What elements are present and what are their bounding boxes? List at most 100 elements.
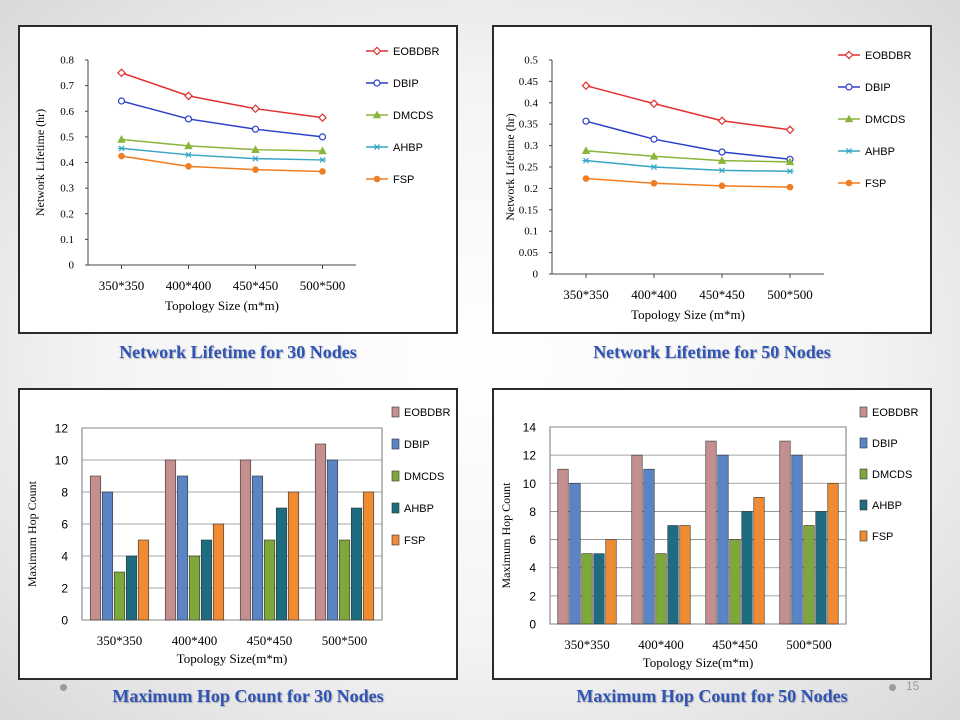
slide-bullet-left bbox=[60, 684, 67, 691]
data-point-dmcds bbox=[581, 146, 591, 155]
bar-ahbp bbox=[815, 511, 827, 625]
legend-label-eobdbr: EOBDBR bbox=[393, 46, 440, 58]
bar-dbip bbox=[326, 459, 339, 621]
bar-fsp bbox=[212, 523, 225, 621]
legend-swatch-fsp bbox=[391, 534, 400, 546]
legend-label-eobdbr: EOBDBR bbox=[865, 50, 912, 62]
caption-lifetime-50: Network Lifetime for 50 Nodes bbox=[593, 342, 831, 362]
bar-dmcds bbox=[188, 555, 201, 621]
legend-label-dbip: DBIP bbox=[404, 439, 430, 451]
bar-ahbp bbox=[741, 511, 753, 625]
series-line-dmcds bbox=[585, 149, 791, 163]
data-point-eobdbr bbox=[581, 81, 591, 91]
x-tick-label: 350*350 bbox=[563, 287, 609, 302]
y-tick-label: 4 bbox=[529, 561, 536, 575]
legend-label-ahbp: AHBP bbox=[872, 500, 902, 512]
x-tick-label: 400*400 bbox=[631, 287, 677, 302]
data-point-eobdbr bbox=[117, 68, 126, 78]
bar-fsp bbox=[605, 539, 617, 625]
y-tick-label: 10 bbox=[55, 454, 69, 468]
x-tick-label: 350*350 bbox=[99, 278, 145, 293]
slide-bullet-right bbox=[889, 684, 896, 691]
bar-eobdbr bbox=[314, 443, 327, 621]
bar-eobdbr bbox=[89, 475, 102, 621]
series-line-dmcds bbox=[121, 138, 323, 152]
x-axis-label: Topology Size (m*m) bbox=[165, 298, 279, 313]
bar-ahbp bbox=[200, 539, 213, 621]
slide-number: 15 bbox=[906, 679, 920, 693]
y-tick-label: 14 bbox=[523, 421, 537, 435]
chart-panel-lifetime-30: 0 0.1 0.2 0.3 0.4 0.5 0.6 0.7 0.8 350*350 400*400 4… bbox=[18, 25, 458, 334]
bar-fsp bbox=[287, 491, 300, 621]
x-axis-label: Topology Size(m*m) bbox=[177, 651, 288, 666]
bar-dmcds bbox=[655, 553, 667, 625]
legend-marker-eobdbr bbox=[372, 46, 382, 56]
bar-dbip bbox=[176, 475, 189, 621]
legend-marker-fsp bbox=[373, 175, 381, 183]
legend-marker-fsp bbox=[845, 179, 853, 187]
caption-lifetime-30: Network Lifetime for 30 Nodes bbox=[119, 342, 357, 362]
y-tick-label: 0.4 bbox=[60, 157, 74, 169]
data-point-dbip bbox=[582, 117, 590, 125]
bar-eobdbr bbox=[557, 468, 569, 625]
caption-hopcount-30: Maximum Hop Count for 30 Nodes bbox=[112, 686, 384, 706]
data-point-dmcds bbox=[117, 135, 126, 143]
y-tick-label: 0.05 bbox=[519, 247, 539, 259]
legend-swatch-eobdbr bbox=[391, 406, 400, 418]
bar-eobdbr bbox=[705, 440, 717, 625]
y-tick-label: 0.15 bbox=[519, 204, 539, 216]
bar-fsp bbox=[679, 525, 691, 625]
y-tick-label: 0 bbox=[533, 269, 539, 281]
data-point-dmcds bbox=[785, 157, 795, 166]
data-point-dmcds bbox=[649, 151, 659, 160]
bar-fsp bbox=[753, 497, 765, 625]
legend-label-dmcds: DMCDS bbox=[393, 110, 433, 122]
legend-swatch-dbip bbox=[859, 437, 868, 449]
bar-dmcds bbox=[803, 525, 815, 625]
legend-swatch-dmcds bbox=[859, 468, 868, 480]
legend-marker-dmcds bbox=[844, 114, 854, 123]
y-tick-label: 0.2 bbox=[524, 183, 538, 195]
legend-label-dmcds: DMCDS bbox=[865, 114, 905, 126]
y-tick-label: 0 bbox=[61, 614, 68, 628]
series-line-fsp bbox=[121, 155, 323, 173]
chart-panel-hopcount-30: 0 2 4 6 8 10 12 350*350 400*400 450*450 500*500 Top… bbox=[18, 388, 458, 680]
bar-eobdbr bbox=[779, 440, 791, 625]
legend-label-ahbp: AHBP bbox=[865, 146, 895, 158]
data-point-fsp bbox=[582, 175, 590, 182]
y-tick-label: 4 bbox=[61, 550, 68, 564]
legend-marker-dbip bbox=[845, 83, 853, 91]
bar-eobdbr bbox=[164, 459, 177, 621]
y-tick-label: 0 bbox=[69, 260, 75, 272]
y-tick-label: 0.3 bbox=[524, 140, 538, 152]
hopcount-50-chart: 0 2 4 6 8 10 12 14 350*350 400*400 450*450 500*500 T… bbox=[499, 406, 919, 670]
bar-dbip bbox=[717, 454, 729, 625]
legend-marker-dbip bbox=[373, 79, 381, 87]
data-point-ahbp bbox=[318, 156, 327, 163]
legend-label-dmcds: DMCDS bbox=[404, 471, 444, 483]
data-point-eobdbr bbox=[717, 116, 727, 126]
hopcount-30-chart: 0 2 4 6 8 10 12 350*350 400*400 450*450 500*500 Top… bbox=[25, 406, 451, 666]
series-line-ahbp bbox=[585, 159, 791, 173]
series-line-eobdbr bbox=[585, 84, 791, 131]
legend-marker-ahbp bbox=[845, 148, 853, 154]
y-tick-label: 6 bbox=[61, 518, 68, 532]
data-point-ahbp bbox=[582, 157, 590, 164]
x-tick-label: 400*400 bbox=[172, 633, 218, 648]
series-line-dbip bbox=[585, 120, 791, 161]
legend-swatch-eobdbr bbox=[859, 406, 868, 418]
y-tick-label: 0.1 bbox=[60, 234, 74, 246]
data-point-eobdbr bbox=[649, 99, 659, 109]
data-point-eobdbr bbox=[184, 91, 193, 101]
bar-fsp bbox=[362, 491, 375, 621]
bar-ahbp bbox=[667, 525, 679, 625]
data-point-ahbp bbox=[251, 155, 260, 162]
data-point-fsp bbox=[786, 183, 794, 191]
bar-fsp bbox=[137, 539, 150, 621]
data-point-eobdbr bbox=[251, 104, 260, 114]
data-point-dmcds bbox=[717, 156, 727, 164]
y-tick-label: 8 bbox=[61, 486, 68, 500]
data-point-dmcds bbox=[318, 146, 327, 155]
data-point-dbip bbox=[718, 148, 726, 156]
y-tick-label: 10 bbox=[523, 477, 537, 491]
